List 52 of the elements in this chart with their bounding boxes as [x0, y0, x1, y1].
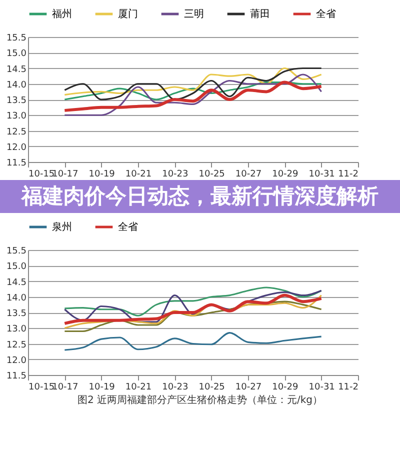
x-tick-label: 10-31 [308, 382, 335, 392]
x-tick-label: 10-25 [198, 170, 225, 180]
y-tick-label: 15.0 [6, 262, 27, 272]
y-tick-label: 13.5 [6, 309, 26, 319]
y-tick-label: 11.5 [6, 372, 26, 382]
x-tick-label: 10-19 [88, 170, 116, 180]
x-tick-label: 10-27 [235, 382, 262, 392]
line-series [64, 74, 322, 116]
x-tick-label: 11-2 [338, 382, 358, 392]
line-series [64, 82, 322, 100]
x-tick-label: 10-15 [28, 382, 55, 392]
line-series [64, 332, 322, 351]
x-tick-label: 11-2 [338, 170, 358, 180]
y-tick-label: 15.5 [6, 246, 26, 256]
x-tick-label: 10-21 [125, 170, 152, 180]
x-tick-label: 10-23 [162, 382, 188, 392]
y-tick-label: 14.5 [6, 278, 26, 288]
y-tick-label: 13.0 [6, 324, 27, 335]
x-tick-label: 10-29 [272, 170, 299, 180]
line-series [64, 286, 322, 316]
y-tick-label: 14.5 [6, 64, 26, 75]
legend-label: 福州 [52, 8, 72, 20]
x-tick-label: 10-25 [198, 382, 225, 392]
legend-label: 莆田 [250, 8, 270, 20]
legend-label: 泉州 [52, 221, 72, 233]
y-tick-label: 14.0 [6, 80, 27, 90]
x-tick-label: 10-19 [88, 382, 116, 392]
x-tick-label: 10-21 [125, 382, 152, 392]
y-tick-label: 11.5 [6, 158, 26, 168]
caption: 图2 近两周福建部分产区生猪价格走势（单位：元/kg） [76, 394, 324, 407]
x-tick-label: 10-17 [52, 382, 78, 392]
y-tick-label: 12.0 [6, 142, 27, 153]
x-tick-label: 10-17 [52, 170, 78, 180]
y-tick-label: 15.0 [6, 49, 27, 60]
x-tick-label: 10-23 [162, 170, 188, 180]
legend-label: 厦门 [118, 8, 138, 20]
y-tick-label: 12.5 [6, 340, 26, 350]
y-tick-label: 13.0 [6, 112, 27, 122]
line-series [63, 80, 323, 112]
legend-label: 三明 [184, 9, 204, 20]
chart-title: 福建肉价今日动态，最新行情深度解析 [0, 180, 400, 213]
legend-label: 全省 [316, 8, 336, 20]
legend-label: 全省 [118, 221, 138, 233]
y-tick-label: 13.5 [6, 96, 26, 106]
y-tick-label: 12.5 [6, 127, 26, 138]
x-tick-label: 10-29 [272, 382, 299, 392]
x-tick-label: 10-15 [28, 170, 55, 180]
x-tick-label: 10-27 [235, 170, 262, 180]
x-tick-label: 10-31 [308, 170, 335, 180]
y-tick-label: 12.0 [6, 356, 27, 366]
y-tick-label: 14.0 [6, 293, 27, 304]
y-tick-label: 15.5 [6, 34, 26, 44]
